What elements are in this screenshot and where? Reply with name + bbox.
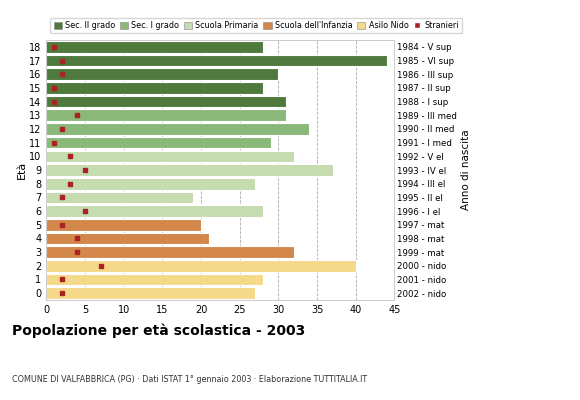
Bar xyxy=(46,137,271,148)
Text: COMUNE DI VALFABBRICA (PG) · Dati ISTAT 1° gennaio 2003 · Elaborazione TUTTITALI: COMUNE DI VALFABBRICA (PG) · Dati ISTAT … xyxy=(12,375,367,384)
Bar xyxy=(46,123,309,135)
Y-axis label: Anno di nascita: Anno di nascita xyxy=(461,130,471,210)
Bar xyxy=(46,178,255,190)
Bar xyxy=(46,110,286,121)
Bar xyxy=(46,219,201,230)
Bar xyxy=(46,192,193,203)
Text: Popolazione per età scolastica - 2003: Popolazione per età scolastica - 2003 xyxy=(12,324,305,338)
Bar xyxy=(46,82,263,94)
Bar xyxy=(46,96,286,107)
Y-axis label: Età: Età xyxy=(16,161,26,179)
Bar xyxy=(46,287,255,299)
Bar xyxy=(46,55,387,66)
Bar xyxy=(46,164,332,176)
Bar xyxy=(46,260,356,272)
Bar xyxy=(46,68,278,80)
Bar xyxy=(46,233,209,244)
Legend: Sec. II grado, Sec. I grado, Scuola Primaria, Scuola dell'Infanzia, Asilo Nido, : Sec. II grado, Sec. I grado, Scuola Prim… xyxy=(50,18,462,33)
Bar xyxy=(46,41,263,53)
Bar xyxy=(46,246,294,258)
Bar xyxy=(46,274,263,285)
Bar xyxy=(46,205,263,217)
Bar xyxy=(46,150,294,162)
